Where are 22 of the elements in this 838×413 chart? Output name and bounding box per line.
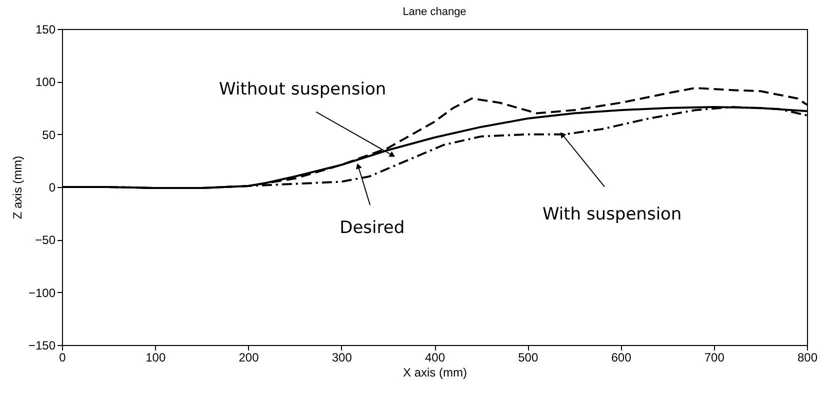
- x-tick-label: 800: [797, 350, 818, 364]
- annotation: With suspension: [542, 204, 682, 224]
- y-tick-label: −150: [28, 338, 56, 352]
- y-tick-label: 100: [35, 75, 56, 90]
- x-tick-label: 0: [59, 350, 66, 364]
- x-tick-label: 400: [424, 350, 446, 364]
- annotation: Without suspension: [219, 79, 386, 100]
- x-tick-label: 500: [518, 350, 538, 364]
- y-tick-label: 50: [42, 128, 56, 142]
- annotation: Desired: [340, 218, 405, 238]
- y-tick-label: −50: [35, 233, 56, 248]
- x-tick-label: 700: [704, 350, 725, 364]
- x-tick-label: 300: [332, 350, 352, 364]
- chart-title: Lane change: [402, 6, 466, 18]
- x-tick-label: 200: [238, 350, 260, 364]
- y-tick-label: −100: [28, 286, 56, 300]
- y-axis-title: Z axis (mm): [10, 156, 24, 220]
- y-tick-label: 150: [35, 22, 56, 36]
- y-tick-label: 0: [48, 180, 56, 194]
- x-axis-title: X axis (mm): [403, 366, 467, 380]
- x-tick-label: 100: [146, 350, 166, 364]
- x-tick-label: 600: [611, 350, 632, 364]
